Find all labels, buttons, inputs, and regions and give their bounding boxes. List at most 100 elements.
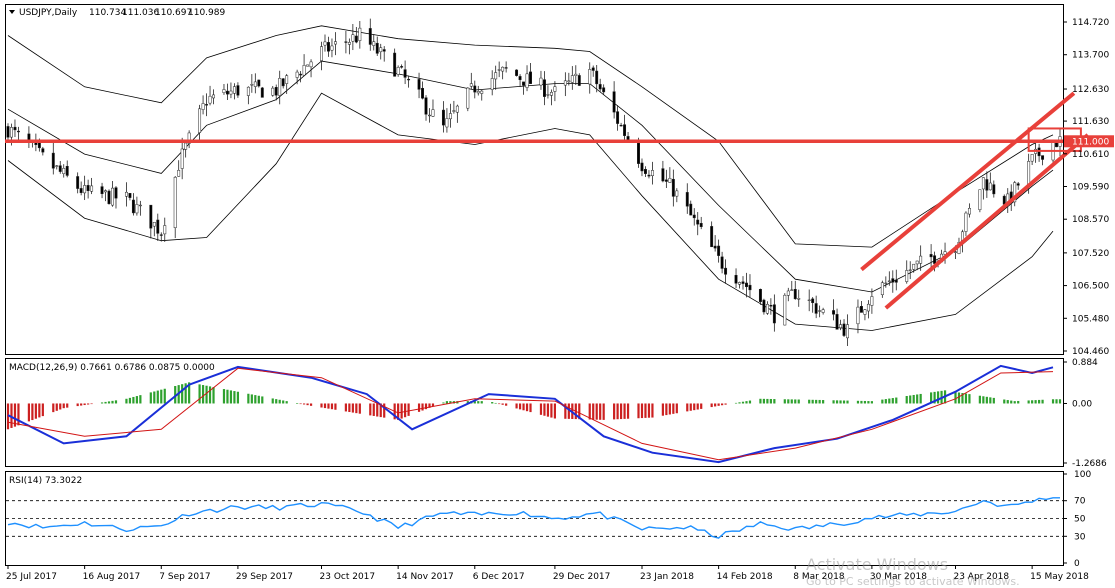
candle-body-down [748, 284, 752, 291]
macd-histogram-bar [135, 396, 138, 404]
candle [574, 65, 578, 86]
candle-body-down [1016, 183, 1020, 186]
candle [90, 177, 94, 195]
candle-body-up [253, 81, 257, 87]
candle-body-down [131, 199, 135, 214]
channel-bottom-trendline[interactable] [884, 133, 1090, 310]
candle [55, 165, 59, 170]
ohlc-open: 110.734 [89, 8, 126, 18]
macd-histogram-bar [696, 403, 699, 410]
candle [41, 146, 45, 156]
candle-body-down [518, 76, 522, 80]
candle-body-up [212, 94, 215, 99]
chevron-down-icon[interactable] [9, 10, 15, 14]
candle-body-down [894, 279, 898, 283]
macd-histogram-bar [564, 403, 567, 419]
candle-body-up [866, 303, 870, 312]
candle-body-down [661, 168, 665, 182]
macd-histogram-bar [1003, 399, 1006, 404]
candle-body-up [62, 168, 66, 174]
candle [208, 85, 212, 106]
date-tick-label: 16 Aug 2017 [83, 572, 141, 582]
macd-histogram-bar [884, 399, 887, 404]
candle [6, 123, 10, 140]
candle [762, 298, 766, 315]
candle [198, 104, 202, 140]
candle-body-up [525, 73, 529, 88]
candle-body-up [306, 64, 310, 67]
candle [159, 232, 163, 242]
candle [595, 65, 599, 93]
candle-body-down [149, 204, 153, 229]
macd-histogram-bar [968, 394, 971, 404]
candle-body-down [76, 176, 80, 189]
candle-body-down [421, 87, 424, 99]
candle-body-down [473, 85, 477, 93]
macd-histogram-bar [236, 391, 240, 404]
candle [818, 305, 822, 318]
candle-body-down [758, 288, 762, 302]
candle-body-up [232, 86, 236, 94]
candle-body-down [403, 69, 407, 78]
macd-histogram-bar [811, 399, 814, 404]
candle-body-down [529, 71, 532, 84]
macd-pane[interactable] [5, 358, 1064, 467]
rsi-tick-label: 50 [1074, 515, 1086, 525]
macd-histogram-bar [661, 403, 664, 416]
macd-histogram-bar [153, 391, 156, 404]
price-tick-label: 106.500 [1072, 282, 1109, 292]
macd-histogram-bar [344, 403, 347, 412]
candle-body-down [504, 67, 508, 69]
candle-body-up [320, 46, 323, 61]
candle [1041, 155, 1045, 166]
candle-body-down [933, 255, 937, 264]
macd-histogram-bar [27, 403, 31, 422]
macd-histogram-bar [783, 399, 786, 404]
macd-histogram-bar [553, 403, 557, 419]
candle [100, 182, 104, 199]
candle-body-up [1030, 154, 1034, 162]
macd-histogram-bar [125, 398, 128, 404]
price-pane[interactable] [5, 4, 1064, 355]
candle-body-down [6, 126, 10, 138]
candle [271, 85, 275, 97]
candle-body-down [859, 306, 863, 313]
rsi-tick-label: 70 [1074, 497, 1086, 507]
candle-body-up [978, 189, 982, 211]
price-header: USDJPY,Daily 110.734 111.036 110.697 110… [9, 8, 225, 18]
macd-histogram-bar [358, 403, 361, 414]
candle-body-down [368, 28, 372, 45]
candle-body-down [762, 299, 766, 313]
candle [908, 261, 912, 280]
candle-body-up [466, 87, 470, 109]
macd-histogram-bar [205, 385, 208, 404]
candle [912, 263, 916, 273]
macd-histogram-bar [745, 401, 748, 404]
candle-body-up [570, 75, 574, 83]
candle [720, 251, 724, 274]
candle [246, 86, 250, 105]
candle [441, 101, 445, 133]
candle [173, 175, 177, 239]
macd-histogram-bar [424, 403, 428, 410]
candle-body-down [327, 42, 330, 52]
macd-histogram-bar [445, 401, 449, 404]
macd-histogram-bar [498, 403, 501, 405]
macd-histogram-bar [989, 397, 992, 404]
macd-histogram-bar [327, 403, 330, 409]
candle-body-down [65, 165, 69, 176]
candle-body-up [208, 95, 212, 104]
candle [333, 32, 337, 56]
candle-body-up [10, 127, 13, 138]
candle-body-up [839, 324, 842, 329]
macd-histogram-bar [700, 403, 703, 409]
macd-histogram-bar [895, 397, 898, 404]
macd-histogram-bar [10, 403, 13, 428]
candle-body-down [591, 67, 595, 71]
candle-body-down [417, 79, 421, 90]
macd-histogram-bar [90, 403, 93, 405]
channel-top-trendline[interactable] [860, 91, 1076, 272]
candle [222, 84, 226, 95]
price-tick-label: 108.570 [1072, 215, 1109, 225]
macd-histogram-bar [428, 403, 431, 408]
